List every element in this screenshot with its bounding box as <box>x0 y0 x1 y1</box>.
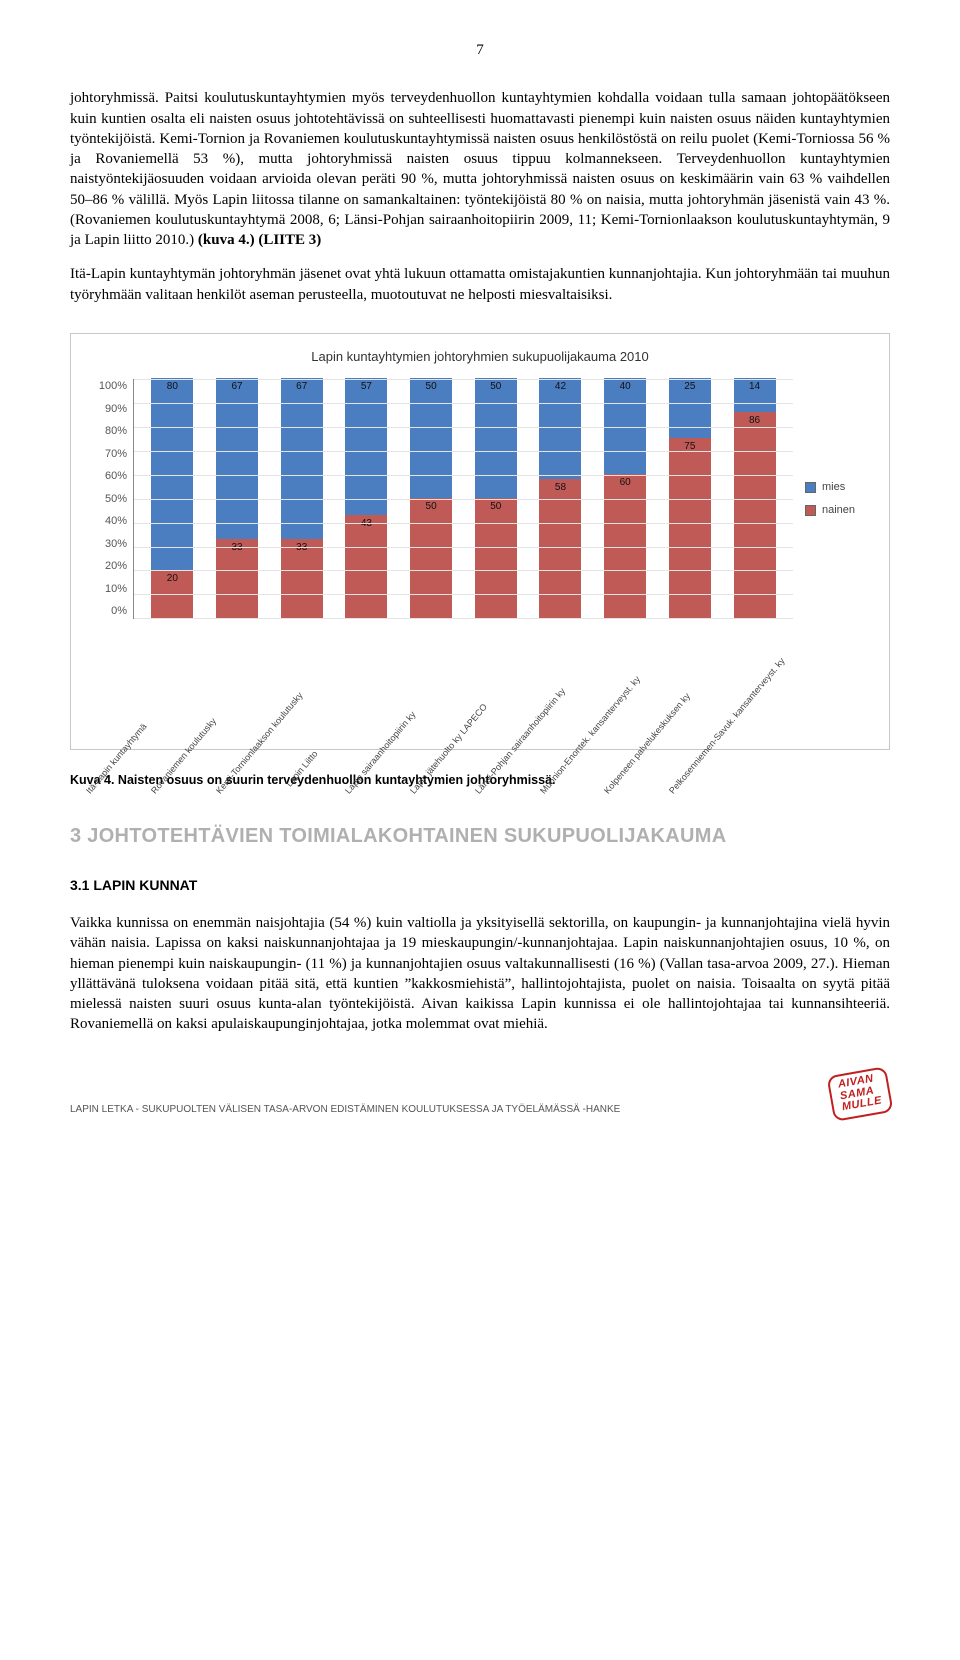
bar-segment-nainen: 86 <box>734 412 776 618</box>
y-tick: 80% <box>89 424 127 439</box>
bar-value: 14 <box>734 380 776 394</box>
paragraph-1: johtoryhmissä. Paitsi koulutuskuntayhtym… <box>70 88 890 250</box>
chart-title: Lapin kuntayhtymien johtoryhmien sukupuo… <box>89 348 871 366</box>
bar-value: 50 <box>410 500 452 514</box>
bar-segment-nainen: 50 <box>410 498 452 618</box>
y-tick: 90% <box>89 402 127 417</box>
bar-value: 80 <box>151 380 193 394</box>
bar-value: 50 <box>410 380 452 394</box>
bar-value: 67 <box>281 380 323 394</box>
bar-value: 42 <box>539 380 581 394</box>
bar-value: 20 <box>151 572 193 586</box>
bar-value: 67 <box>216 380 258 394</box>
legend-label: nainen <box>822 503 855 518</box>
bar-segment-nainen: 43 <box>345 515 387 618</box>
bar-value: 33 <box>281 541 323 555</box>
legend-item: nainen <box>805 503 871 518</box>
paragraph-1-text: johtoryhmissä. Paitsi koulutuskuntayhtym… <box>70 90 890 248</box>
bar-segment-mies: 42 <box>539 378 581 479</box>
bar-value: 40 <box>604 380 646 394</box>
bar-segment-nainen: 75 <box>669 438 711 618</box>
bar-value: 25 <box>669 380 711 394</box>
bar-segment-nainen: 33 <box>281 539 323 618</box>
y-tick: 60% <box>89 469 127 484</box>
bar-value: 33 <box>216 541 258 555</box>
bar-value: 60 <box>604 476 646 490</box>
paragraph-1-bold: (kuva 4.) (LIITE 3) <box>198 232 321 248</box>
paragraph-2: Itä-Lapin kuntayhtymän johtoryhmän jäsen… <box>70 264 890 305</box>
page-footer: LAPIN LETKA - SUKUPUOLTEN VÄLISEN TASA-A… <box>70 1071 890 1117</box>
legend-swatch <box>805 482 816 493</box>
stamp-icon: AIVAN SAMA MULLE <box>826 1066 893 1121</box>
bar-segment-nainen: 58 <box>539 479 581 618</box>
bar-value: 50 <box>475 380 517 394</box>
bar-value: 43 <box>345 517 387 531</box>
footer-text: LAPIN LETKA - SUKUPUOLTEN VÄLISEN TASA-A… <box>70 1103 620 1117</box>
chart-container: Lapin kuntayhtymien johtoryhmien sukupuo… <box>70 333 890 751</box>
bar-segment-mies: 50 <box>475 378 517 498</box>
y-tick: 70% <box>89 447 127 462</box>
y-tick: 50% <box>89 492 127 507</box>
bar-value: 86 <box>734 414 776 428</box>
subsection-heading: 3.1 LAPIN KUNNAT <box>70 876 890 895</box>
y-tick: 30% <box>89 537 127 552</box>
paragraph-3: Vaikka kunnissa on enemmän naisjohtajia … <box>70 913 890 1035</box>
bar-segment-mies: 14 <box>734 378 776 412</box>
y-tick: 100% <box>89 379 127 394</box>
bar-value: 50 <box>475 500 517 514</box>
legend-item: mies <box>805 480 871 495</box>
chart-x-axis: Itä-Lapin kuntayhtymäRovaniemen koulutus… <box>145 619 781 739</box>
y-tick: 0% <box>89 604 127 619</box>
chart-plot: 80 20 67 33 67 33 57 43 50 50 50 50 42 58 40 60 25 75 14 86 <box>133 379 793 619</box>
y-tick: 20% <box>89 559 127 574</box>
legend-swatch <box>805 505 816 516</box>
bar-segment-nainen: 50 <box>475 498 517 618</box>
y-tick: 40% <box>89 514 127 529</box>
bar-value: 58 <box>539 481 581 495</box>
bar-segment-nainen: 33 <box>216 539 258 618</box>
legend-label: mies <box>822 480 845 495</box>
chart-legend: mies nainen <box>793 379 871 619</box>
page-number: 7 <box>70 40 890 60</box>
bar-segment-mies: 25 <box>669 378 711 438</box>
chart-y-axis: 100% 90% 80% 70% 60% 50% 40% 30% 20% 10% 0% <box>89 379 133 619</box>
bar-segment-mies: 50 <box>410 378 452 498</box>
bar-segment-mies: 57 <box>345 378 387 515</box>
y-tick: 10% <box>89 582 127 597</box>
bar-value: 57 <box>345 380 387 394</box>
